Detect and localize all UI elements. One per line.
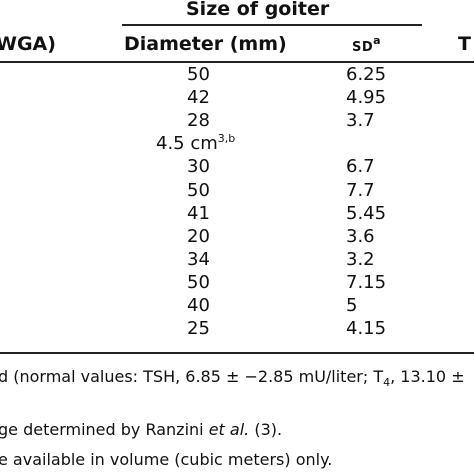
diameter-cell: 50 xyxy=(187,64,210,85)
sd-cell: 4.95 xyxy=(346,87,387,108)
sd-cell: 7.7 xyxy=(346,180,375,201)
header-bottom-rule xyxy=(0,61,474,63)
footnote-line1-tail: , 13.10 ± xyxy=(390,367,465,386)
diameter-value: 4.5 cm xyxy=(156,133,218,154)
sd-cell: 4.15 xyxy=(346,318,387,339)
sd-cell: 6.7 xyxy=(346,156,375,177)
table-row: 50 6.25 xyxy=(0,65,474,87)
footnote-line2-text: ge determined by Ranzini xyxy=(0,420,209,439)
sd-footnote-marker: a xyxy=(373,34,381,47)
column-header-right-partial: T xyxy=(458,33,471,55)
table-row: 28 3.7 xyxy=(0,111,474,133)
size-of-goiter-header: Size of goiter xyxy=(186,0,330,20)
table-row: 50 7.15 xyxy=(0,273,474,295)
diameter-cell: 40 xyxy=(187,295,210,316)
diameter-cell: 41 xyxy=(187,203,210,224)
column-header-left-partial: WGA) xyxy=(0,33,56,55)
diameter-cell: 20 xyxy=(187,226,210,247)
table-row: 42 4.95 xyxy=(0,88,474,110)
diameter-cell: 28 xyxy=(187,110,210,131)
table-row: 25 4.15 xyxy=(0,319,474,341)
column-header-sd: SDa xyxy=(352,34,381,56)
sd-cell: 5.45 xyxy=(346,203,387,224)
footnote-t4-subscript: 4 xyxy=(383,376,391,390)
table-row: 40 5 xyxy=(0,296,474,318)
column-header-diameter: Diameter (mm) xyxy=(124,33,287,55)
diameter-cell: 50 xyxy=(187,272,210,293)
diameter-cell: 50 xyxy=(187,180,210,201)
footnote-line1-text: d (normal values: TSH, 6.85 ± −2.85 mU/l… xyxy=(0,367,384,386)
sd-cell: 3.7 xyxy=(346,110,375,131)
diameter-cell: 42 xyxy=(187,87,210,108)
table-row: 20 3.6 xyxy=(0,227,474,249)
footnote-volume: e available in volume (cubic meters) onl… xyxy=(0,450,333,469)
footnote-normal-values: d (normal values: TSH, 6.85 ± −2.85 mU/l… xyxy=(0,367,465,389)
diameter-cell: 25 xyxy=(187,318,210,339)
sd-cell: 3.2 xyxy=(346,249,375,270)
sd-label: SD xyxy=(352,40,374,55)
sd-cell: 7.15 xyxy=(346,272,387,293)
table-bottom-rule xyxy=(0,352,474,354)
table-row: 41 5.45 xyxy=(0,204,474,226)
table-row: 4.5 cm3,b xyxy=(0,132,474,156)
diameter-superscript: 3,b xyxy=(217,132,236,145)
footnote-line2-etal: et al. xyxy=(208,420,250,439)
diameter-cell: 30 xyxy=(187,156,210,177)
diameter-cell: 34 xyxy=(187,249,210,270)
group-header-rule xyxy=(122,24,422,26)
footnote-line2-tail: (3). xyxy=(249,420,283,439)
sd-cell: 6.25 xyxy=(346,64,387,85)
table-row: 50 7.7 xyxy=(0,181,474,203)
sd-cell: 3.6 xyxy=(346,226,375,247)
footnote-ranzini: ge determined by Ranzini et al. (3). xyxy=(0,420,282,439)
diameter-cell: 4.5 cm3,b xyxy=(156,132,236,154)
sd-cell: 5 xyxy=(346,295,358,316)
table-row: 34 3.2 xyxy=(0,250,474,272)
table-row: 30 6.7 xyxy=(0,157,474,179)
